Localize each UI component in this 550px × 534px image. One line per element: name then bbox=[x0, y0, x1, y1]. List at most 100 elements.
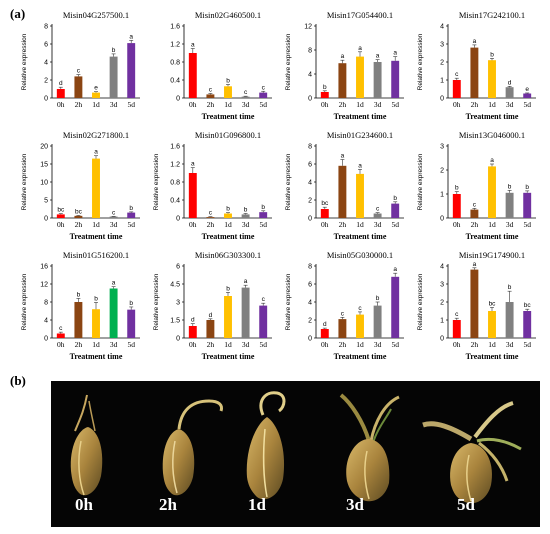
bar bbox=[109, 56, 118, 98]
bar bbox=[505, 192, 514, 218]
chart-title: Misin04G257500.1 bbox=[63, 10, 129, 20]
x-tick-label: 2h bbox=[339, 100, 347, 109]
bar bbox=[259, 212, 268, 218]
bar bbox=[241, 96, 250, 98]
y-tick-label: 0 bbox=[440, 96, 444, 103]
y-tick-label: 6 bbox=[44, 42, 48, 49]
seed-1d bbox=[246, 391, 286, 500]
bar bbox=[109, 288, 118, 338]
significance-letter: b bbox=[376, 295, 380, 302]
y-tick-label: 4 bbox=[440, 24, 444, 31]
significance-letter: b bbox=[490, 51, 494, 58]
y-tick-label: 6 bbox=[308, 162, 312, 169]
chart-title: Misin02G460500.1 bbox=[195, 10, 261, 20]
chart-title: Misin06G303300.1 bbox=[195, 250, 261, 260]
bar bbox=[391, 203, 400, 218]
significance-letter: b bbox=[393, 195, 397, 202]
significance-letter: a bbox=[341, 153, 345, 160]
x-tick-label: 3d bbox=[374, 220, 382, 229]
significance-letter: d bbox=[323, 321, 327, 328]
bar bbox=[109, 216, 118, 218]
y-tick-label: 0 bbox=[44, 96, 48, 103]
x-tick-label: 2h bbox=[471, 100, 479, 109]
bar bbox=[188, 53, 197, 98]
bar bbox=[320, 209, 329, 218]
y-tick-label: 10 bbox=[40, 180, 48, 187]
significance-letter: c bbox=[59, 325, 63, 332]
seed-0h bbox=[70, 394, 103, 496]
y-tick-label: 4 bbox=[308, 72, 312, 79]
bar bbox=[206, 94, 215, 98]
y-tick-label: 0 bbox=[440, 216, 444, 223]
chart-title: Misin01G234600.1 bbox=[327, 130, 393, 140]
significance-letter: a bbox=[393, 50, 397, 57]
significance-letter: b bbox=[112, 47, 116, 54]
y-tick-label: 12 bbox=[40, 282, 48, 289]
chart-title: Misin19G174900.1 bbox=[459, 250, 525, 260]
x-tick-label: 3d bbox=[242, 220, 250, 229]
significance-letter: c bbox=[473, 201, 477, 208]
bar bbox=[188, 173, 197, 218]
y-tick-label: 0.4 bbox=[170, 198, 180, 205]
seed-2h bbox=[162, 399, 223, 496]
y-tick-label: 4 bbox=[308, 300, 312, 307]
y-tick-label: 2 bbox=[440, 60, 444, 67]
chart-panel: Misin01G234600.1 0 2 4 6 8 Relative expression… bbox=[285, 130, 404, 241]
bar bbox=[523, 311, 532, 338]
bar bbox=[488, 60, 496, 98]
y-tick-label: 0 bbox=[176, 336, 180, 343]
significance-letter: c bbox=[376, 206, 380, 213]
x-tick-label: 5d bbox=[523, 220, 531, 229]
bar bbox=[523, 93, 532, 98]
x-tick-label: 1d bbox=[488, 220, 496, 229]
significance-letter: a bbox=[393, 266, 397, 273]
bar bbox=[320, 329, 329, 338]
significance-letter: b bbox=[129, 300, 133, 307]
x-tick-label: 3d bbox=[110, 220, 118, 229]
significance-letter: a bbox=[490, 157, 494, 164]
significance-letter: a bbox=[358, 162, 362, 169]
significance-letter: c bbox=[244, 89, 248, 96]
x-tick-label: 0h bbox=[453, 100, 461, 109]
x-tick-label: 2h bbox=[207, 340, 215, 349]
x-axis-label: Treatment time bbox=[466, 232, 519, 241]
y-tick-label: 3 bbox=[440, 144, 444, 151]
significance-letter: a bbox=[358, 45, 362, 52]
y-tick-label: 1.6 bbox=[170, 144, 180, 151]
chart-panel: Misin01G096800.1 0 0.4 0.8 1.2 1.6 Relative ex… bbox=[153, 130, 272, 241]
x-tick-label: 3d bbox=[374, 340, 382, 349]
bar bbox=[127, 309, 136, 338]
x-tick-label: 0h bbox=[57, 340, 65, 349]
x-tick-label: 1d bbox=[356, 340, 364, 349]
x-tick-label: 5d bbox=[259, 340, 267, 349]
significance-letter: a bbox=[112, 280, 116, 287]
significance-letter: a bbox=[191, 161, 195, 168]
photo-label-0h: 0h bbox=[75, 495, 93, 514]
bar bbox=[259, 92, 268, 98]
significance-letter: d bbox=[508, 79, 512, 86]
y-tick-label: 1 bbox=[440, 192, 444, 199]
significance-letter: a bbox=[473, 261, 477, 268]
bar bbox=[452, 80, 461, 98]
significance-letter: b bbox=[226, 206, 230, 213]
x-axis-label: Treatment time bbox=[466, 352, 519, 361]
significance-letter: c bbox=[358, 305, 362, 312]
x-tick-label: 1d bbox=[356, 220, 364, 229]
y-tick-label: 4 bbox=[440, 264, 444, 271]
bar bbox=[505, 87, 514, 98]
significance-letter: c bbox=[209, 210, 213, 217]
bar bbox=[241, 287, 250, 338]
bar bbox=[373, 213, 382, 218]
x-tick-label: 0h bbox=[321, 220, 329, 229]
x-tick-label: 5d bbox=[391, 220, 399, 229]
y-tick-label: 8 bbox=[308, 144, 312, 151]
x-tick-label: 0h bbox=[453, 340, 461, 349]
y-tick-label: 0 bbox=[308, 216, 312, 223]
significance-letter: c bbox=[112, 209, 116, 216]
y-tick-label: 5 bbox=[44, 198, 48, 205]
y-tick-label: 20 bbox=[40, 144, 48, 151]
panel-label-a: (a) bbox=[10, 6, 26, 21]
chart-panel: Misin17G242100.1 0 1 2 3 4 Relative expression… bbox=[417, 10, 536, 121]
bar bbox=[391, 276, 400, 338]
bar bbox=[224, 213, 232, 218]
